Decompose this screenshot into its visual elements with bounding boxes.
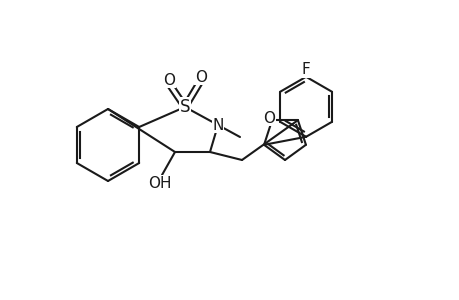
Text: F: F	[301, 62, 310, 77]
Text: O: O	[162, 73, 174, 88]
Text: OH: OH	[148, 176, 171, 190]
Text: O: O	[195, 70, 207, 85]
Text: O: O	[263, 111, 274, 126]
Text: S: S	[179, 98, 190, 116]
Text: N: N	[212, 118, 223, 133]
